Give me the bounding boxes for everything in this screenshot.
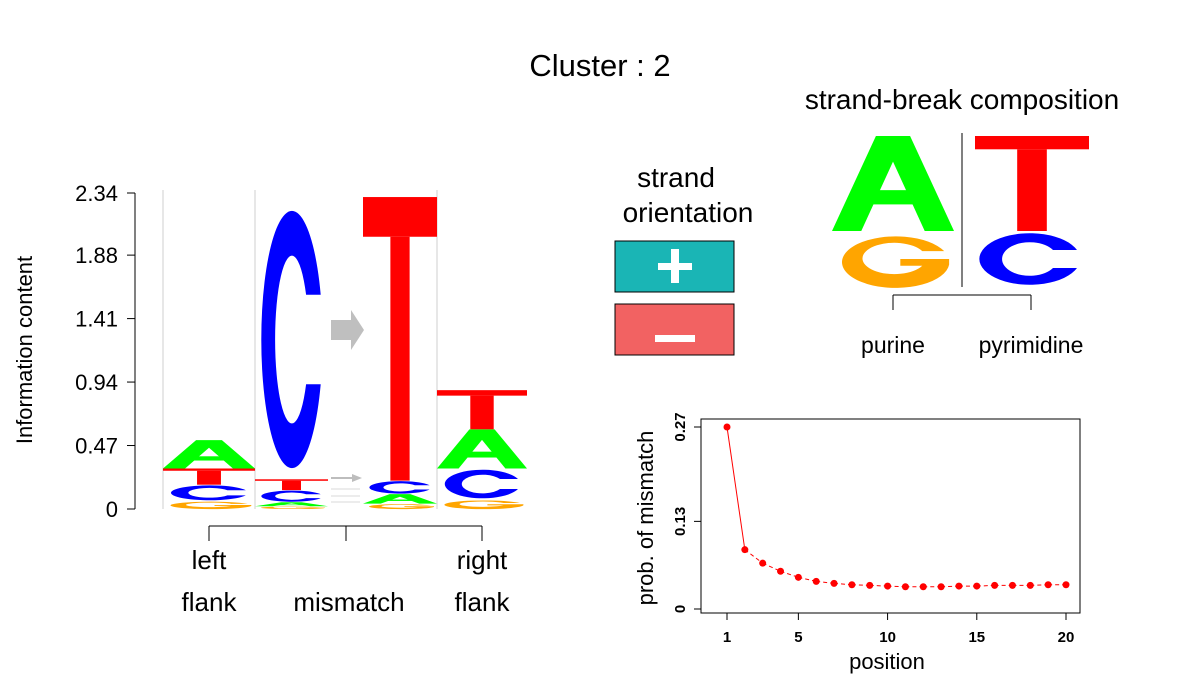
strand-break-letter-g — [842, 236, 950, 288]
plot-point — [723, 423, 731, 431]
plot-point — [777, 567, 785, 575]
plot-x-tick-label: 10 — [879, 629, 896, 646]
logo-letter-c — [261, 210, 321, 469]
plot-series-segment — [744, 549, 763, 564]
plot-point — [1044, 581, 1052, 589]
position-separators — [162, 190, 438, 509]
strand-orientation-legend: strand orientation — [614, 162, 754, 356]
plot-x-tick-label: 1 — [723, 629, 731, 646]
strand-break-letters — [832, 136, 1089, 288]
strand-break-title: strand-break composition — [805, 84, 1119, 115]
logo-letter-c — [369, 481, 430, 494]
plot-x-tick-label: 20 — [1058, 629, 1075, 646]
logo-y-axis-label: Information content — [12, 256, 37, 444]
plot-point — [973, 582, 981, 590]
logo-y-tick-label: 1.41 — [75, 307, 118, 332]
strand-break-letter-c — [979, 233, 1077, 285]
plot-y-tick-label: 0.13 — [672, 507, 689, 536]
right-flank-label-line2: flank — [455, 587, 511, 617]
plot-series-segment — [726, 426, 746, 550]
logo-letter-c — [444, 469, 518, 499]
plot-point — [741, 546, 749, 554]
logo-letter-a — [255, 502, 328, 507]
plot-x-axis-label: position — [849, 649, 925, 674]
logo-letter-g — [369, 504, 435, 510]
logo-letters — [163, 197, 527, 510]
logo-y-tick-label: 0 — [106, 497, 118, 522]
plot-series — [723, 423, 1070, 591]
mismatch-arrow-large-icon — [331, 310, 364, 350]
mismatch-label: mismatch — [293, 587, 404, 617]
logo-y-tick-label: 2.34 — [75, 181, 118, 206]
plot-point — [937, 583, 945, 591]
strand-minus-box — [614, 303, 735, 356]
plot-point — [812, 577, 820, 585]
plot-x-tick-label: 5 — [794, 629, 802, 646]
logo-letter-g — [444, 500, 524, 510]
plot-frame — [700, 418, 1081, 614]
plot-point — [1026, 581, 1034, 589]
plot-y-axis-label: prob. of mismatch — [633, 431, 658, 606]
logo-y-ticks: 0 0.47 0.94 1.41 1.88 2.34 — [75, 181, 135, 522]
left-flank-label-line2: flank — [182, 587, 238, 617]
strand-break-letter-a — [853, 136, 933, 184]
logo-letter-t — [255, 479, 328, 491]
plot-x-tick-label: 15 — [968, 629, 985, 646]
right-flank-label-line1: right — [457, 545, 508, 575]
strand-break-bracket — [892, 294, 1032, 310]
logo-letter-t — [437, 390, 527, 430]
logo-letter-g — [170, 501, 252, 510]
strand-break-letter-t — [975, 136, 1089, 231]
logo-letter-t — [163, 468, 255, 485]
plot-point — [919, 583, 927, 591]
plot-point — [830, 579, 838, 587]
logo-letter-a — [163, 440, 255, 469]
plot-point — [848, 581, 856, 589]
logo-letter-c — [170, 485, 246, 501]
region-bracket — [208, 525, 483, 541]
mismatch-arrows — [331, 310, 364, 503]
purine-label: purine — [861, 332, 925, 358]
plot-point — [1062, 581, 1070, 589]
logo-y-tick-label: 1.88 — [75, 243, 118, 268]
plot-point — [884, 582, 892, 590]
logo-panel: 0 0.47 0.94 1.41 1.88 2.34 Information conten… — [12, 181, 527, 617]
pyrimidine-label: pyrimidine — [979, 332, 1084, 358]
strand-break-letter-a-lower — [832, 183, 954, 231]
logo-y-tick-label: 0.47 — [75, 434, 118, 459]
minus-icon — [655, 335, 695, 342]
strand-orientation-title-line1: strand — [637, 162, 715, 193]
logo-letter-a — [437, 429, 527, 469]
plot-point — [794, 573, 802, 581]
plot-point — [759, 559, 767, 567]
plot-point — [1008, 581, 1016, 589]
logo-y-tick-label: 0.94 — [75, 370, 118, 395]
plot-y-tick-label: 0.27 — [672, 412, 689, 441]
left-flank-label-line1: left — [192, 545, 227, 575]
figure-title: Cluster : 2 — [529, 48, 670, 83]
plot-point — [866, 581, 874, 589]
logo-letter-a — [363, 494, 437, 504]
plot-point — [991, 581, 999, 589]
logo-letter-t — [363, 197, 437, 481]
plot-point — [955, 582, 963, 590]
strand-orientation-title-line2: orientation — [623, 197, 754, 228]
logo-letter-g — [260, 506, 326, 510]
plot-y-tick-label: 0 — [672, 605, 689, 613]
plot-point — [901, 583, 909, 591]
strand-break-composition: strand-break composition purine pyrimidi… — [805, 84, 1119, 358]
logo-letter-c — [261, 490, 321, 502]
strand-plus-box — [614, 240, 735, 293]
